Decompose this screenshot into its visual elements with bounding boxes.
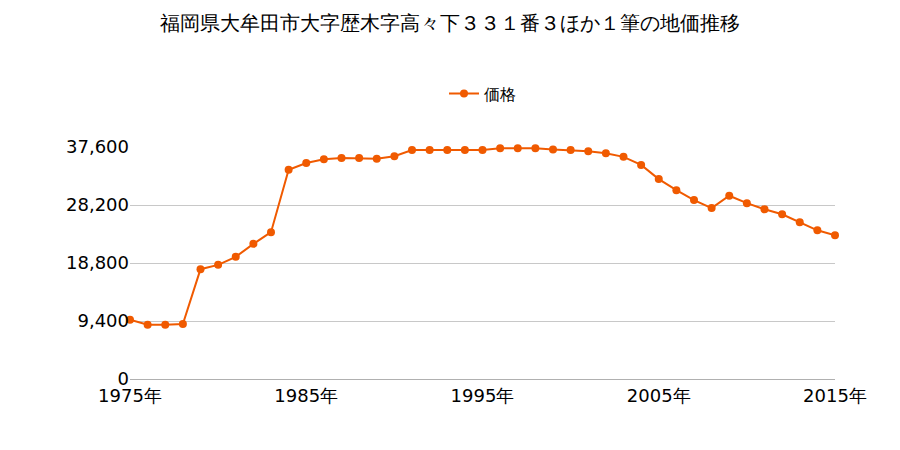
svg-text:28,200: 28,200 bbox=[66, 194, 129, 215]
svg-text:9,400: 9,400 bbox=[77, 310, 129, 331]
svg-text:福岡県大牟田市大字歴木字高々下３３１番３ほか１筆の地価推移: 福岡県大牟田市大字歴木字高々下３３１番３ほか１筆の地価推移 bbox=[160, 11, 740, 35]
svg-text:2015年: 2015年 bbox=[803, 385, 867, 406]
svg-text:1985年: 1985年 bbox=[274, 385, 338, 406]
svg-text:18,800: 18,800 bbox=[66, 252, 129, 273]
svg-text:1975年: 1975年 bbox=[98, 385, 162, 406]
svg-text:1995年: 1995年 bbox=[451, 385, 515, 406]
svg-text:2005年: 2005年 bbox=[627, 385, 691, 406]
svg-text:価格: 価格 bbox=[484, 85, 516, 104]
svg-text:37,600: 37,600 bbox=[66, 136, 129, 157]
svg-text:0: 0 bbox=[118, 368, 129, 389]
